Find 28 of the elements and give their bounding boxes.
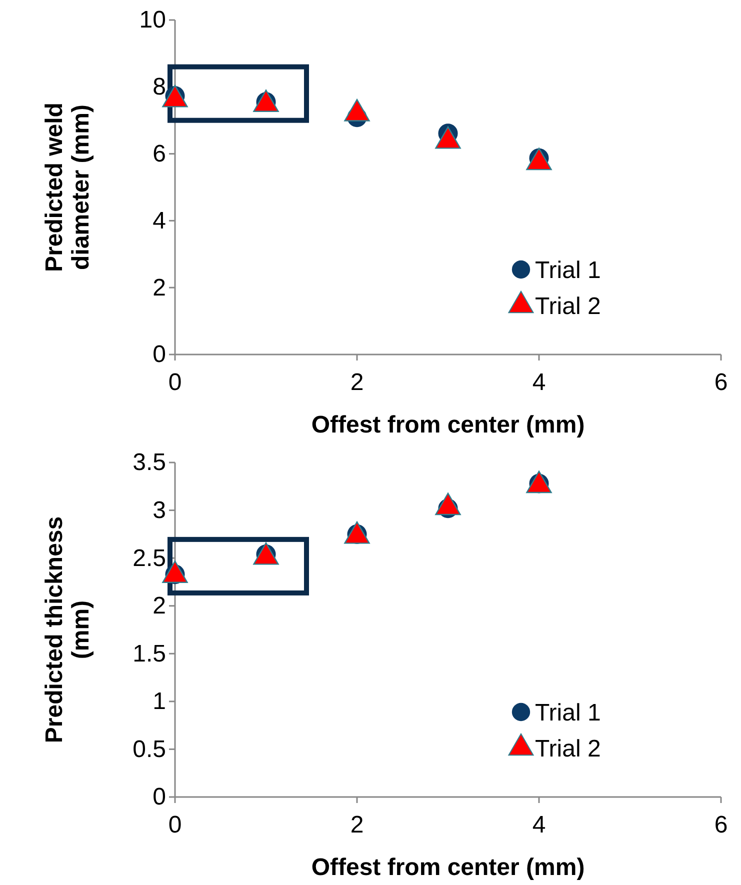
y-tick-label: 0.5 [132,736,166,763]
x-tick-label: 6 [714,368,728,396]
y-tick-label: 8 [152,74,166,101]
x-tick-label: 4 [532,811,546,838]
y-axis-title: Predicted thickness (mm) [41,516,94,744]
legend-label: Trial 1 [535,699,601,726]
legend-label: Trial 1 [535,256,601,284]
x-axis-title: Offest from center (mm) [311,412,585,438]
y-tick-label: 2 [152,592,166,620]
y-tick-label: 2.5 [132,544,166,572]
y-axis-title: Predicted weld diameter (mm) [41,102,94,272]
y-tick-label: 2 [152,274,166,302]
x-tick-label: 4 [532,368,546,396]
y-tick-label: 0 [152,784,166,811]
y-tick-label: 3 [152,496,166,524]
x-tick-label: 2 [350,811,364,838]
y-tick-label: 1.5 [132,640,166,668]
legend-label: Trial 2 [535,292,601,320]
y-tick-label: 0 [152,341,166,368]
y-tick-label: 1 [152,688,166,716]
y-tick-label: 6 [152,140,166,168]
x-axis-title: Offest from center (mm) [311,854,585,881]
x-tick-label: 6 [714,811,728,838]
y-tick-label: 3.5 [132,449,166,476]
y-tick-label: 10 [139,6,166,34]
legend-label: Trial 2 [535,735,601,762]
y-tick-label: 4 [152,207,166,234]
x-tick-label: 2 [350,368,364,396]
